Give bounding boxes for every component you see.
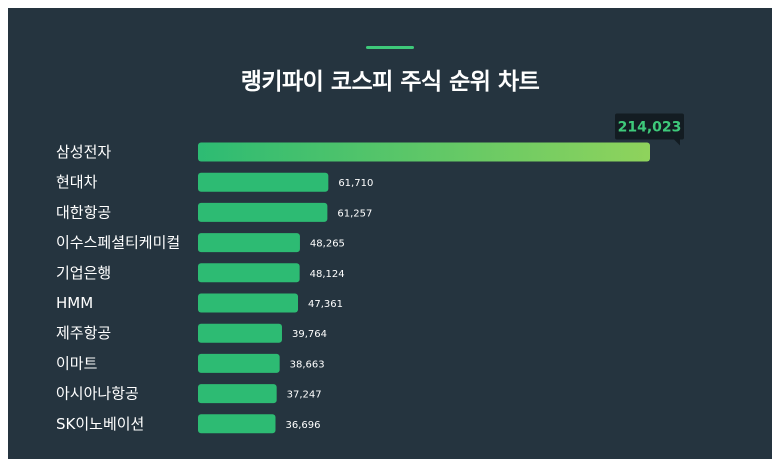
value-label: 37,247 bbox=[287, 390, 322, 401]
chart-card: 랭키파이 코스피 주식 순위 차트 삼성전자 214,023 현대차 61,710 대한… bbox=[8, 8, 772, 459]
category-label: 삼성전자 bbox=[56, 143, 111, 161]
bar bbox=[198, 293, 299, 313]
category-label: 대한항공 bbox=[56, 203, 111, 221]
bar bbox=[198, 263, 300, 283]
title-accent-line bbox=[366, 46, 414, 49]
bar bbox=[198, 233, 300, 253]
category-label: 제주항공 bbox=[56, 324, 111, 342]
category-label: 이수스페셜티케미컬 bbox=[56, 234, 180, 252]
value-label: 38,663 bbox=[290, 359, 325, 370]
category-label: 이마트 bbox=[56, 354, 98, 372]
category-label: 아시아나항공 bbox=[56, 385, 139, 403]
bar bbox=[198, 142, 650, 162]
category-label: 현대차 bbox=[56, 173, 98, 191]
bar bbox=[198, 353, 280, 373]
category-label: HMM bbox=[56, 294, 93, 312]
category-label: 기업은행 bbox=[56, 264, 111, 282]
bar bbox=[198, 384, 277, 404]
value-label: 61,257 bbox=[337, 208, 372, 219]
value-label: 61,710 bbox=[338, 178, 373, 189]
bar-chart: 삼성전자 214,023 현대차 61,710 대한항공 61,257 이수스페셜티케미컬 4… bbox=[56, 113, 684, 434]
bar bbox=[198, 172, 329, 192]
value-callout bbox=[615, 113, 684, 140]
value-label: 48,124 bbox=[310, 269, 345, 280]
bar bbox=[198, 202, 328, 222]
chart-title: 랭키파이 코스피 주식 순위 차트 bbox=[240, 69, 540, 95]
value-label: 48,265 bbox=[310, 239, 345, 250]
value-label: 47,361 bbox=[308, 299, 343, 310]
value-label: 214,023 bbox=[618, 120, 682, 136]
value-callout-pointer bbox=[674, 139, 680, 146]
bar bbox=[198, 414, 276, 434]
value-label: 39,764 bbox=[292, 329, 327, 340]
bar bbox=[198, 323, 282, 343]
value-label: 36,696 bbox=[285, 420, 320, 431]
category-label: SK이노베이션 bbox=[56, 415, 144, 433]
